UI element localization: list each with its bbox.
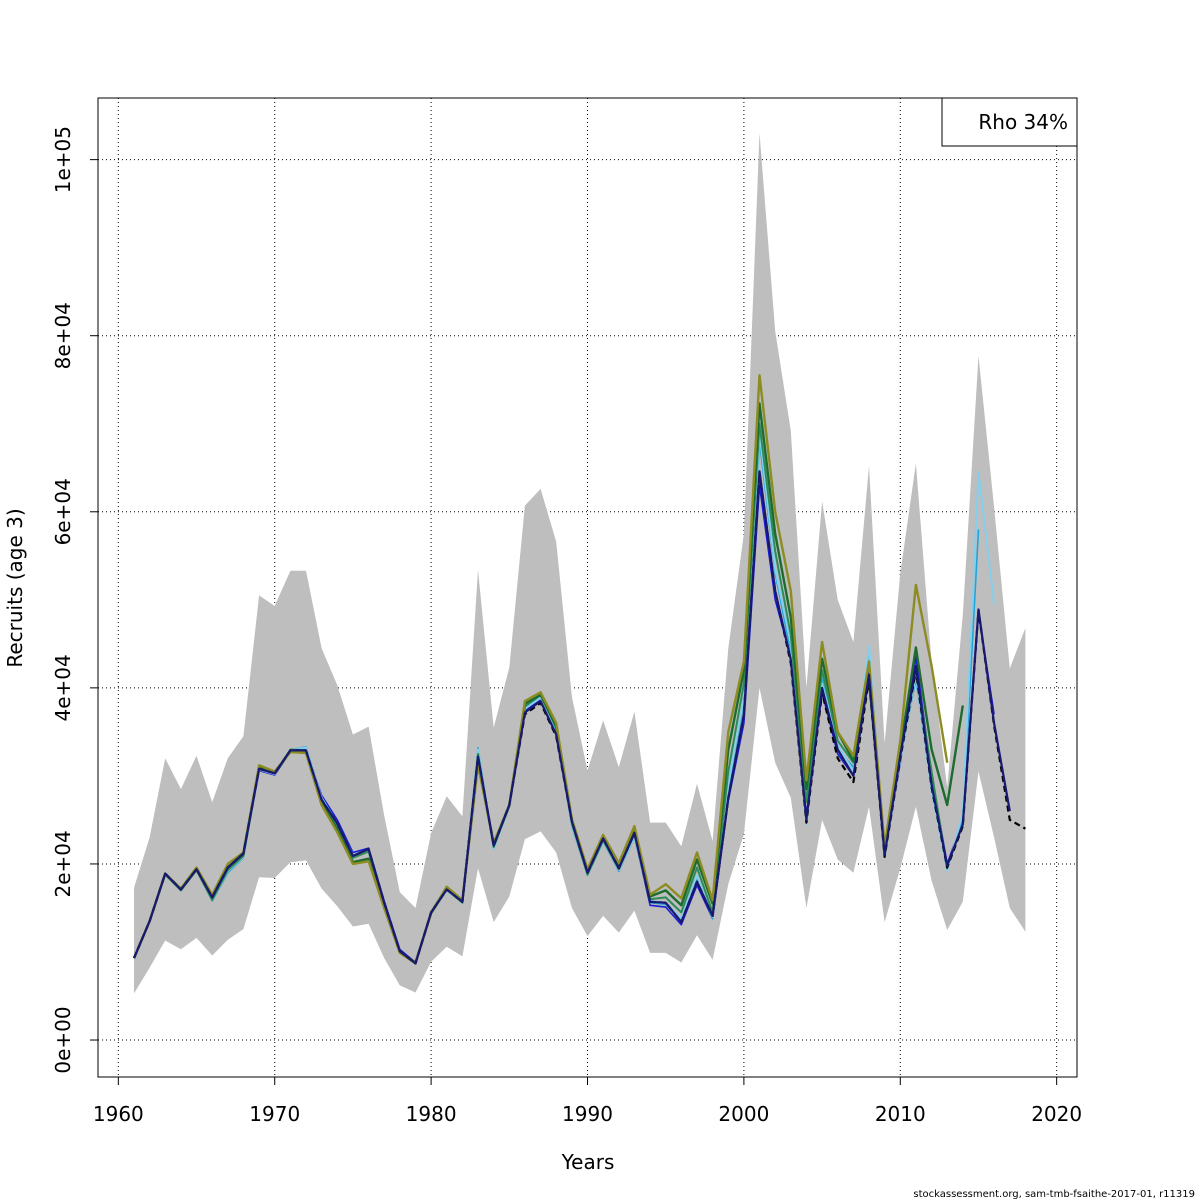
x-tick-label: 1980 — [406, 1102, 457, 1126]
footer-credit: stockassessment.org, sam-tmb-fsaithe-201… — [913, 1189, 1195, 1200]
y-tick-label: 2e+04 — [51, 830, 75, 897]
y-tick-label: 6e+04 — [51, 478, 75, 545]
legend-text: Rho 34% — [978, 110, 1068, 134]
y-tick-label: 1e+05 — [51, 126, 75, 193]
x-tick-label: 1990 — [562, 1102, 613, 1126]
x-axis: 1960 1970 1980 1990 2000 2010 2020 — [93, 1076, 1082, 1126]
y-axis: 0e+00 2e+04 4e+04 6e+04 8e+04 1e+05 — [51, 126, 99, 1074]
x-tick-label: 2010 — [875, 1102, 926, 1126]
legend-box — [941, 97, 1078, 147]
y-axis-label: Recruits (age 3) — [3, 508, 27, 667]
x-tick-label: 2000 — [718, 1102, 769, 1126]
x-tick-label: 2020 — [1031, 1102, 1082, 1126]
y-tick-label: 4e+04 — [51, 654, 75, 721]
series-lines — [132, 374, 1026, 965]
x-tick-label: 1960 — [93, 1102, 144, 1126]
legend: Rho 34% — [941, 97, 1078, 147]
y-tick-label: 8e+04 — [51, 302, 75, 369]
x-axis-label: Years — [561, 1150, 615, 1174]
y-tick-label: 0e+00 — [51, 1006, 75, 1073]
x-tick-label: 1970 — [249, 1102, 300, 1126]
series-line-1 — [132, 470, 1011, 965]
series-line-7 — [132, 374, 949, 965]
